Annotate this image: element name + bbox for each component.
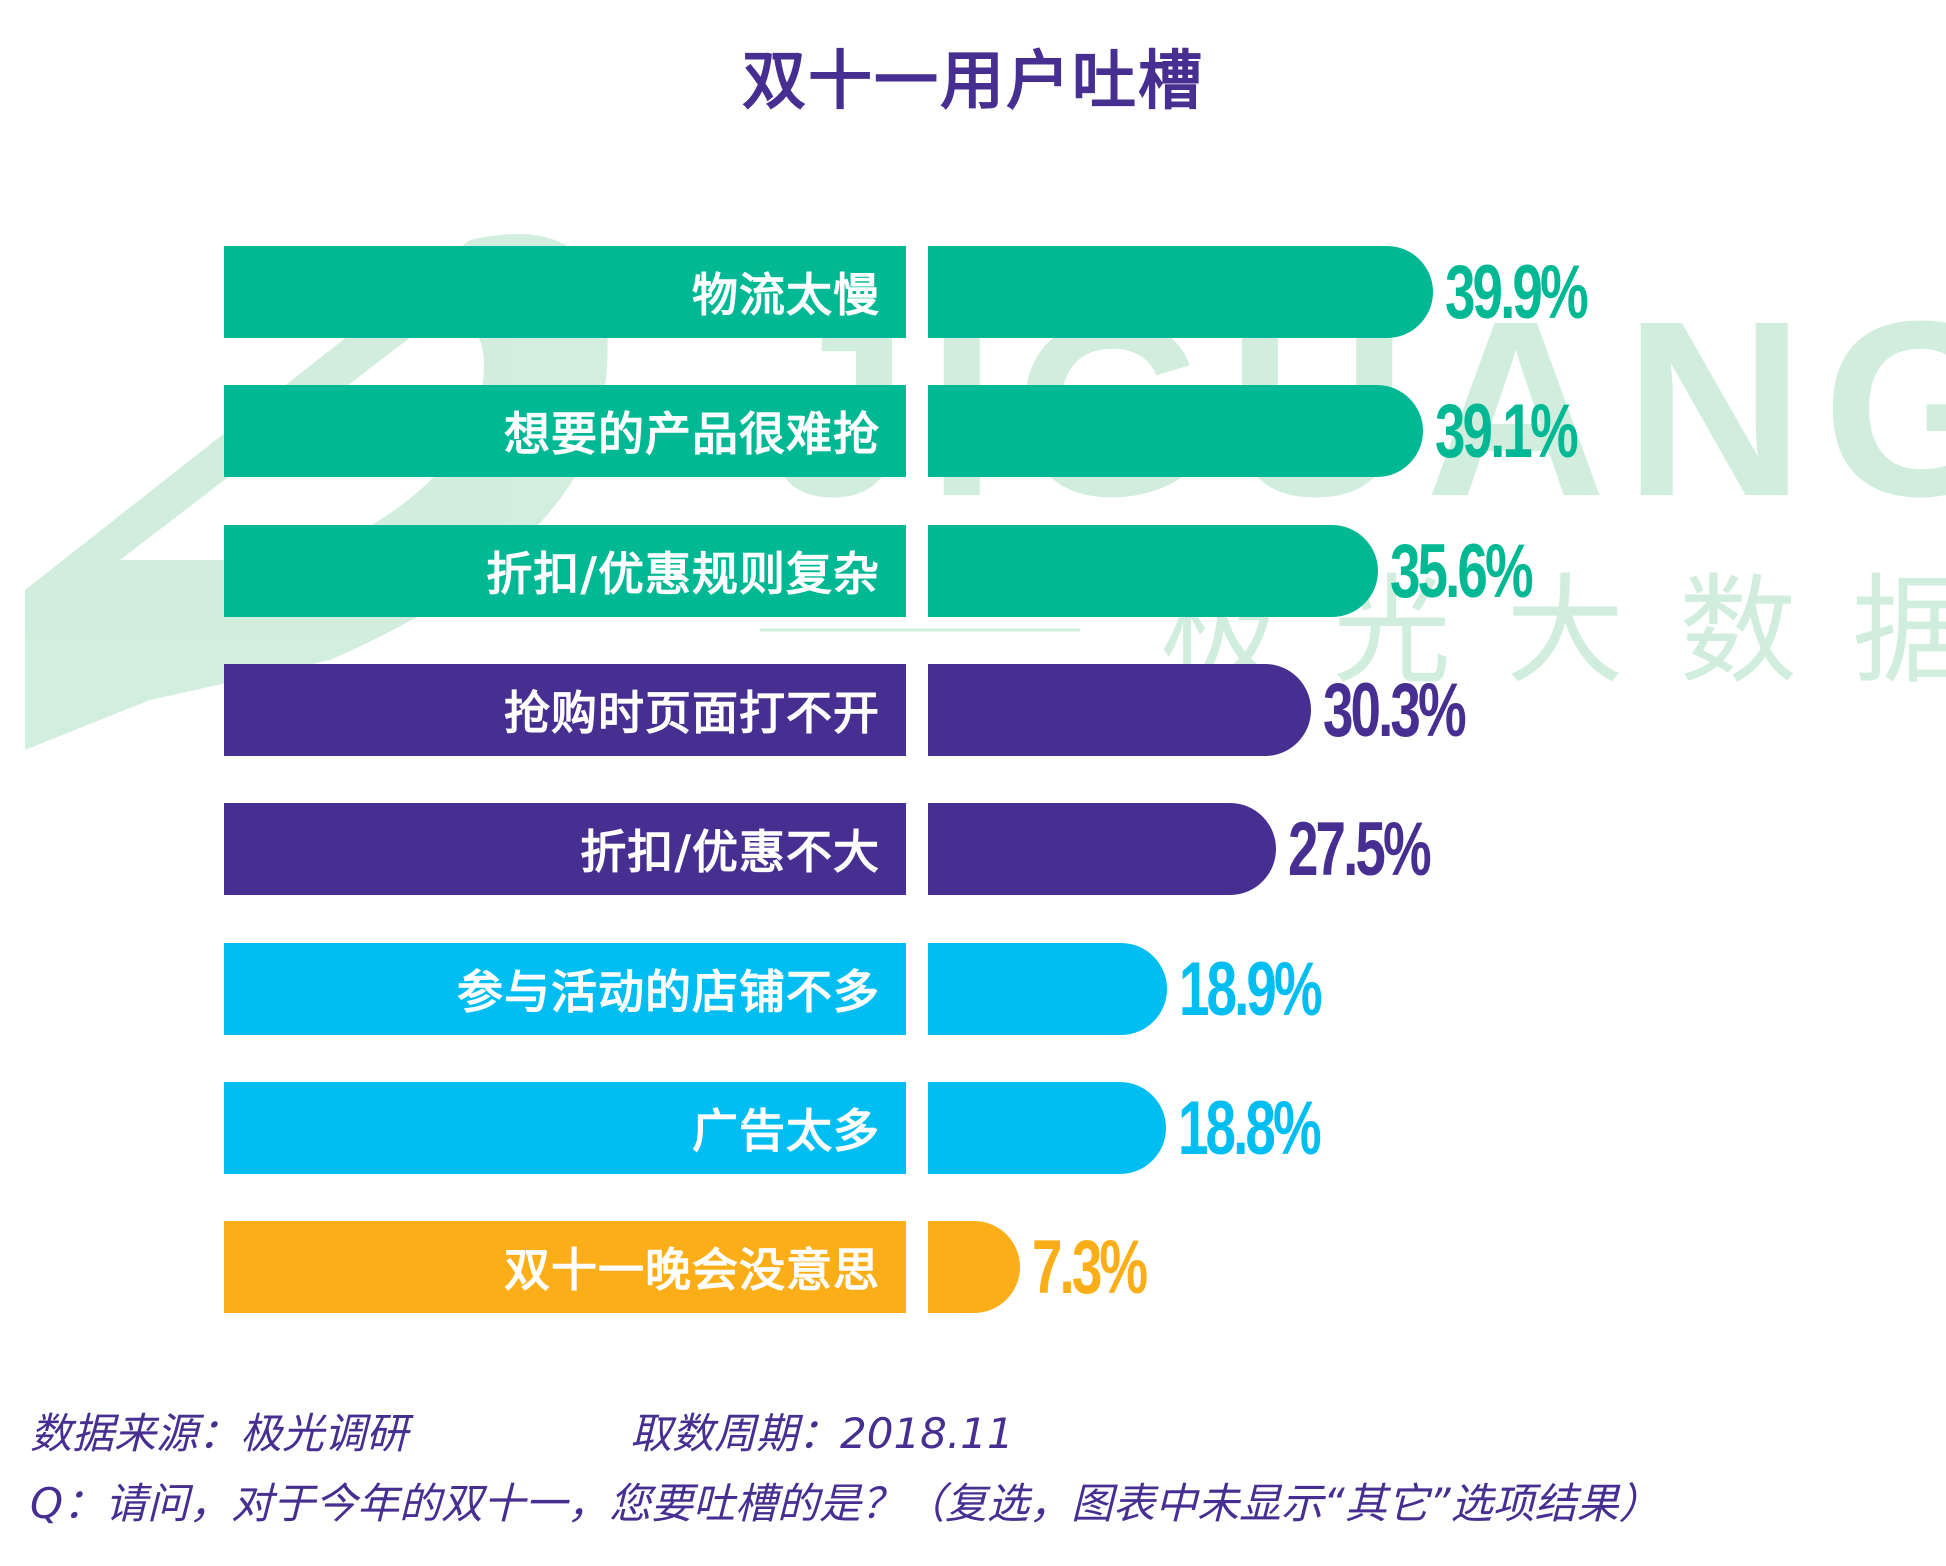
value-label: 30.3% <box>1323 667 1467 753</box>
category-label: 广告太多 <box>224 1082 906 1174</box>
bar <box>928 246 1433 338</box>
bar <box>928 1221 1020 1313</box>
category-label: 折扣/优惠不大 <box>224 803 906 895</box>
category-label: 折扣/优惠规则复杂 <box>224 525 906 617</box>
bar <box>928 525 1378 617</box>
value-label: 39.9% <box>1445 249 1589 335</box>
value-label: 18.9% <box>1179 946 1323 1032</box>
bar <box>928 803 1276 895</box>
category-label: 物流太慢 <box>224 246 906 338</box>
chart-title: 双十一用户吐槽 <box>742 45 1204 119</box>
category-label: 抢购时页面打不开 <box>224 664 906 756</box>
value-label: 39.1% <box>1435 388 1579 474</box>
data-source-label: 数据来源：极光调研 <box>30 1409 409 1458</box>
bar <box>928 943 1167 1035</box>
category-label: 想要的产品很难抢 <box>224 385 906 477</box>
value-label: 27.5% <box>1288 806 1432 892</box>
data-period-label: 取数周期：2018.11 <box>630 1409 1014 1458</box>
value-label: 18.8% <box>1178 1085 1322 1171</box>
category-label: 双十一晚会没意思 <box>224 1221 906 1313</box>
bar <box>928 664 1311 756</box>
category-label: 参与活动的店铺不多 <box>224 943 906 1035</box>
value-label: 7.3% <box>1032 1224 1148 1310</box>
value-label: 35.6% <box>1390 528 1534 614</box>
bar <box>928 385 1423 477</box>
bar <box>928 1082 1166 1174</box>
survey-question: Q：请问，对于今年的双十一，您要吐槽的是？（复选，图表中未显示“其它”选项结果） <box>30 1479 1661 1528</box>
